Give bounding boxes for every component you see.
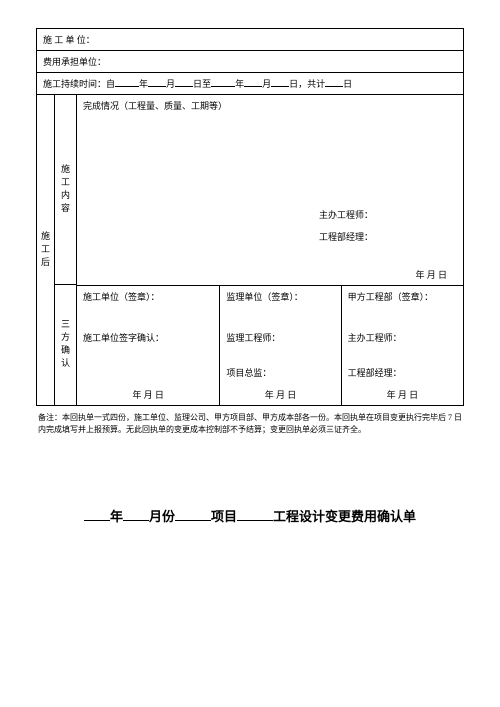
owner-eng-label: 主办工程师： <box>348 331 457 344</box>
blank-day2 <box>271 77 289 87</box>
blank-month2 <box>244 77 262 87</box>
blank-total <box>325 77 343 87</box>
month-char-2: 月 <box>262 77 271 90</box>
supervision-stamp-label: 监理单位（签章）： <box>226 290 334 303</box>
owner-cell: 甲方工程部（签章）： 主办工程师： 工程部经理： 年 月 日 <box>342 286 463 405</box>
chief-engineer-label: 主办工程师： <box>319 205 373 227</box>
main-grid: 施工后 施工内容 三方确认 完成情况（工程量、质量、工期等） 主办工程师： 工程… <box>37 95 463 406</box>
blank-year2 <box>211 77 235 87</box>
date-1: 年 月 日 <box>77 388 219 401</box>
duration-row: 施工持续时间：自 年 月 日 至 年 月 日 ，共计 日 <box>37 73 463 95</box>
year-char-2: 年 <box>235 77 244 90</box>
dept-manager-label: 工程部经理： <box>319 227 373 249</box>
duration-prefix: 施工持续时间：自 <box>43 77 115 90</box>
title-rest: 工程设计变更费用确认单 <box>273 509 416 524</box>
form-table: 施 工 单 位： 费用承担单位： 施工持续时间：自 年 月 日 至 年 月 日 … <box>36 28 464 406</box>
completion-area: 完成情况（工程量、质量、工期等） 主办工程师： 工程部经理： 年 月 日 <box>77 95 463 285</box>
total-prefix: ，共计 <box>298 77 325 90</box>
bottom-title: 年 月份 项目 工程设计变更费用确认单 <box>36 506 464 525</box>
three-party-row: 施工单位（签章）： 施工单位签字确认： 年 月 日 监理单位（签章）： 监理工程… <box>77 285 463 405</box>
note-text: 本回执单一式四份，施工单位、监理公司、甲方项目部、甲方成本部各一份。本回执单在项… <box>38 413 462 434</box>
year-char-1: 年 <box>139 77 148 90</box>
cost-bearer-row: 费用承担单位： <box>37 51 463 73</box>
left-sub1-label: 施工内容 <box>55 95 77 285</box>
title-blank-year <box>84 509 110 521</box>
completion-label: 完成情况（工程量、质量、工期等） <box>83 99 457 112</box>
construction-unit-row: 施 工 单 位： <box>37 29 463 51</box>
construction-sign-label: 施工单位签字确认： <box>83 331 213 344</box>
blank-month1 <box>148 77 166 87</box>
title-blank-eng <box>237 509 273 521</box>
title-blank-proj <box>175 509 211 521</box>
day-char-2: 日 <box>289 77 298 90</box>
note-block: 备注：本回执单一式四份，施工单位、监理公司、甲方项目部、甲方成本部各一份。本回执… <box>36 412 464 436</box>
construction-unit-label: 施 工 单 位： <box>43 35 95 45</box>
blank-day1 <box>175 77 193 87</box>
title-proj: 项目 <box>211 509 237 524</box>
date-3: 年 月 日 <box>342 388 463 401</box>
left-sub2-label: 三方确认 <box>55 285 77 405</box>
supervision-cell: 监理单位（签章）： 监理工程师： 项目总监： 年 月 日 <box>220 286 341 405</box>
construction-cell: 施工单位（签章）： 施工单位签字确认： 年 月 日 <box>77 286 220 405</box>
supervision-eng-label: 监理工程师： <box>226 331 334 344</box>
to-char: 至 <box>202 77 211 90</box>
left-main-label: 施工后 <box>37 95 55 405</box>
construction-stamp-label: 施工单位（签章）： <box>83 290 213 303</box>
project-director-label: 项目总监： <box>226 366 334 379</box>
title-blank-month <box>123 509 149 521</box>
title-month: 月份 <box>149 509 175 524</box>
date-2: 年 月 日 <box>220 388 340 401</box>
content-col: 完成情况（工程量、质量、工期等） 主办工程师： 工程部经理： 年 月 日 施工单… <box>77 95 463 405</box>
month-char-1: 月 <box>166 77 175 90</box>
total-suffix: 日 <box>343 77 352 90</box>
date-ymd: 年 月 日 <box>415 268 447 281</box>
signature-block: 主办工程师： 工程部经理： <box>319 205 373 248</box>
owner-mgr-label: 工程部经理： <box>348 366 457 379</box>
title-year: 年 <box>110 509 123 524</box>
sub-col: 施工内容 三方确认 <box>55 95 77 405</box>
cost-bearer-label: 费用承担单位： <box>43 57 106 67</box>
day-char-1: 日 <box>193 77 202 90</box>
note-label: 备注： <box>38 413 62 422</box>
owner-stamp-label: 甲方工程部（签章）： <box>348 290 457 303</box>
blank-year1 <box>115 77 139 87</box>
